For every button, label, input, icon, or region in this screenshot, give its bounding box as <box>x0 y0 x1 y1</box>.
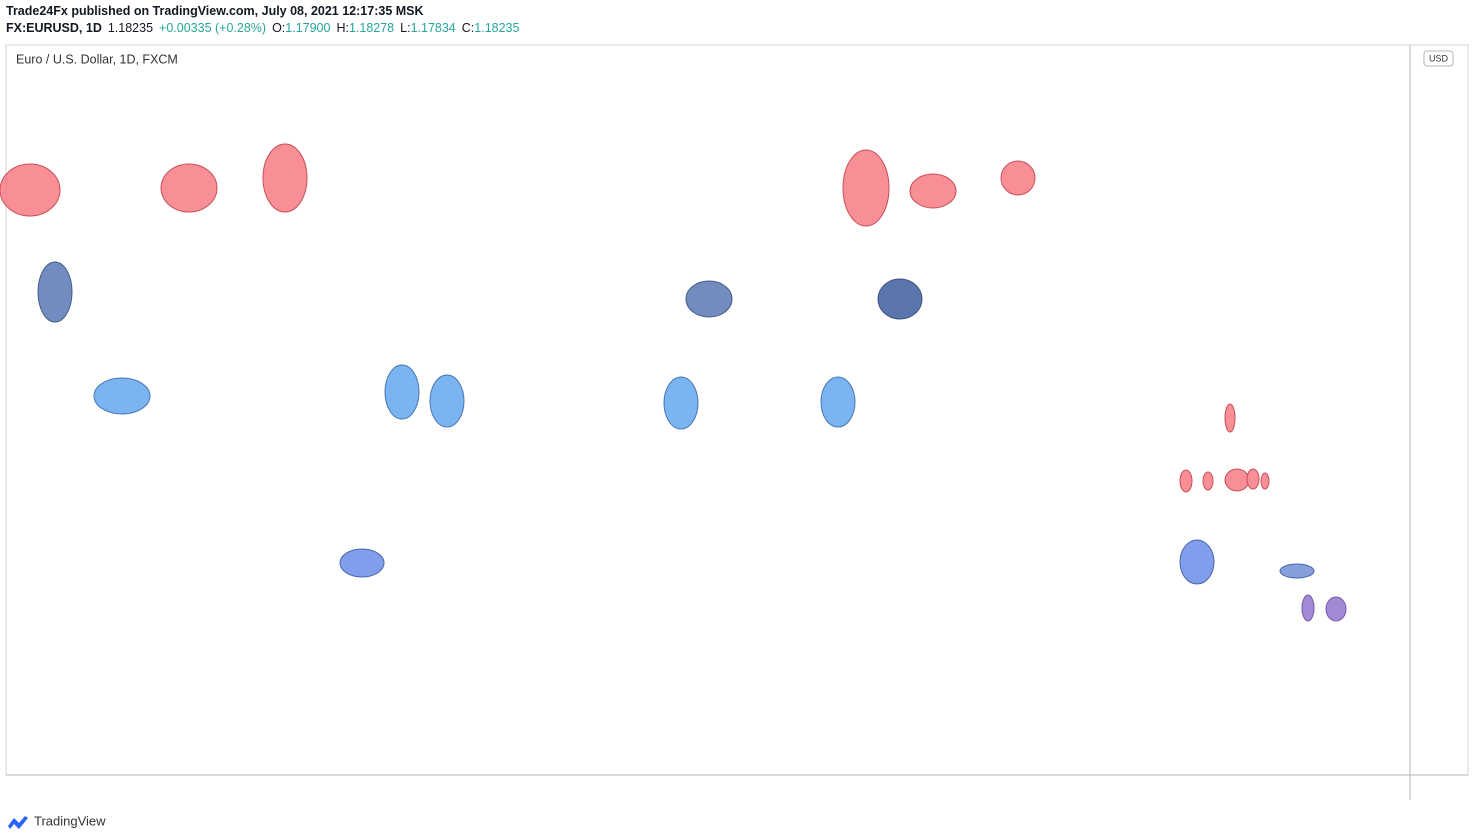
ohlc-label: H: <box>336 21 349 35</box>
annotation-ellipse <box>429 374 465 428</box>
ohlc-value: 1.18278 <box>349 21 394 35</box>
annotation-ellipse <box>1246 468 1260 490</box>
annotation-ellipse <box>262 143 308 213</box>
annotation-ellipse <box>1260 472 1270 490</box>
annotation-ellipse <box>0 163 61 217</box>
ohlc-label: L: <box>400 21 410 35</box>
annotation-ellipse <box>1325 596 1347 622</box>
annotation-ellipse <box>1179 469 1193 493</box>
publisher: Trade24Fx published on TradingView.com, … <box>6 4 424 18</box>
symbol-line: FX:EURUSD, 1D 1.18235 +0.00335 (+0.28%) O:1… <box>6 21 519 35</box>
change: +0.00335 (+0.28%) <box>159 21 266 35</box>
annotation-ellipse <box>1279 563 1315 579</box>
currency[interactable]: USD <box>1429 53 1449 63</box>
annotation-ellipse <box>93 377 151 415</box>
annotation-ellipse <box>685 280 733 318</box>
ohlc-label: O: <box>272 21 285 35</box>
footer-logo <box>8 816 28 829</box>
symbol: FX:EURUSD, 1D <box>6 21 102 35</box>
annotation-ellipse <box>663 376 699 430</box>
annotation-ellipse <box>909 173 957 209</box>
annotation-ellipse <box>37 261 73 323</box>
annotation-ellipse <box>842 149 890 227</box>
ohlc-label: C: <box>462 21 475 35</box>
annotations <box>0 143 1347 622</box>
annotation-ellipse <box>1224 468 1250 492</box>
annotation-ellipse <box>877 278 923 320</box>
annotation-ellipse <box>820 376 856 428</box>
annotation-ellipse <box>1000 160 1036 196</box>
publisher-line: Trade24Fx published on TradingView.com, … <box>6 4 424 18</box>
annotation-ellipse <box>384 364 420 420</box>
currency-button[interactable] <box>1423 50 1454 67</box>
ohlc-value: 1.17900 <box>285 21 330 35</box>
logo-icon <box>8 816 28 829</box>
annotation-ellipse <box>339 548 385 578</box>
annotation-ellipse <box>160 163 218 213</box>
ohlc-value: 1.17834 <box>411 21 456 35</box>
annotation-ellipse <box>1202 471 1214 491</box>
annotation-ellipse <box>1301 594 1315 622</box>
annotation-ellipse <box>1179 539 1215 585</box>
ohlc-value: 1.18235 <box>474 21 519 35</box>
annotation-ellipse <box>1224 403 1236 433</box>
footer-brand: TradingView <box>34 813 106 828</box>
price: 1.18235 <box>108 21 153 35</box>
legend: Euro / U.S. Dollar, 1D, FXCM <box>16 52 178 66</box>
